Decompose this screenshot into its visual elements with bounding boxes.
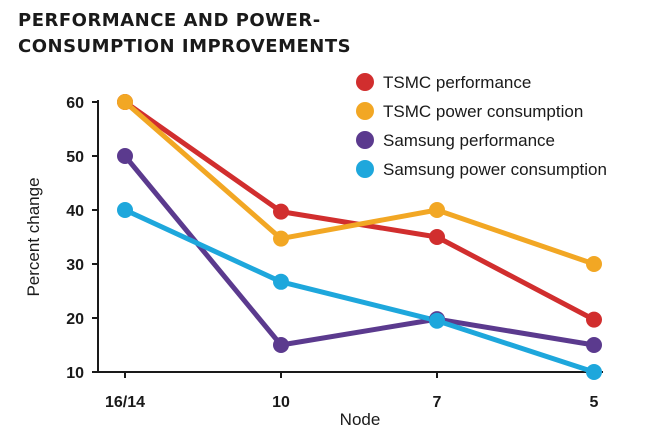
samsung-power-consumption-point: [429, 312, 445, 329]
tsmc-power-consumption-line: [122, 99, 597, 267]
samsung-power-consumption-line: [122, 207, 597, 375]
chart-title-line-2: CONSUMPTION IMPROVEMENTS: [18, 36, 352, 57]
legend-label-tsmc-performance: TSMC performance: [383, 73, 531, 92]
chart-title: PERFORMANCE AND POWER- CONSUMPTION IMPRO…: [18, 8, 351, 60]
x-tick-label: 10: [272, 394, 290, 411]
legend-marker-samsung-performance: [356, 131, 374, 149]
axes: 10 20 30 40 50 60 16/14 10 7 5: [66, 95, 603, 411]
y-tick-label: 20: [66, 311, 84, 328]
tsmc-power-consumption-point: [273, 230, 289, 247]
series-points: [117, 94, 602, 380]
x-tick-label: 7: [433, 394, 442, 411]
tsmc-performance-point: [429, 229, 445, 245]
x-axis-label: Node: [340, 410, 381, 429]
legend-label-tsmc-power-consumption: TSMC power consumption: [383, 102, 583, 121]
legend: TSMC performance TSMC power consumption Sa…: [356, 73, 607, 179]
tsmc-performance-point: [273, 203, 289, 220]
y-tick-label: 40: [66, 203, 84, 220]
tsmc-power-consumption-point: [586, 256, 602, 272]
tsmc-performance-point: [586, 311, 602, 328]
series-lines: [122, 99, 597, 375]
chart-title-line-1: PERFORMANCE AND POWER-: [18, 10, 321, 31]
samsung-power-consumption-point: [586, 364, 602, 380]
y-tick-label: 30: [66, 257, 84, 274]
x-tick-label: 16/14: [105, 394, 145, 411]
y-tick-label: 50: [66, 149, 84, 166]
legend-marker-samsung-power-consumption: [356, 160, 374, 178]
samsung-performance-point: [273, 337, 289, 353]
y-tick-label: 60: [66, 95, 84, 112]
tsmc-power-consumption-point: [429, 202, 445, 218]
y-axis-label: Percent change: [24, 177, 43, 296]
samsung-power-consumption-point: [273, 273, 289, 290]
tsmc-power-consumption-point: [117, 94, 133, 110]
samsung-performance-point: [586, 337, 602, 353]
samsung-performance-point: [117, 148, 133, 164]
samsung-performance-line: [122, 153, 597, 348]
samsung-power-consumption-point: [117, 202, 133, 218]
legend-label-samsung-power-consumption: Samsung power consumption: [383, 160, 607, 179]
legend-label-samsung-performance: Samsung performance: [383, 131, 555, 150]
y-tick-label: 10: [66, 365, 84, 382]
legend-marker-tsmc-performance: [356, 73, 374, 91]
legend-marker-tsmc-power-consumption: [356, 102, 374, 120]
x-tick-label: 5: [590, 394, 599, 411]
